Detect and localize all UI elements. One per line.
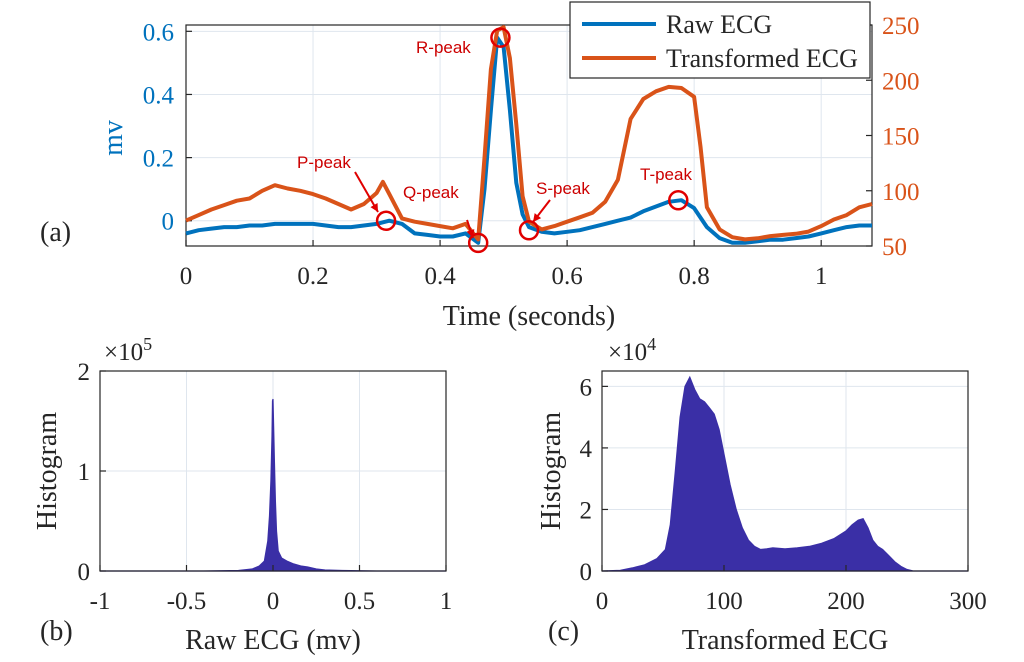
peak-arrowhead xyxy=(533,213,542,222)
x-tick-label: 0 xyxy=(267,588,280,615)
scale-base: ×10 xyxy=(608,339,647,366)
x-tick-label: 0 xyxy=(596,588,609,615)
scale-exponent: 5 xyxy=(143,334,152,354)
y-axis-title: Histogram xyxy=(32,412,63,530)
x-tick-label: 1 xyxy=(440,588,453,615)
peak-label: Q-peak xyxy=(403,183,459,202)
x-axis-title: Raw ECG (mv) xyxy=(185,625,361,656)
x-axis-title: Time (seconds) xyxy=(443,301,615,332)
y-tick-label: 0 xyxy=(78,559,91,586)
y-left-tick-label: 0.6 xyxy=(143,19,174,46)
peak-arrowhead xyxy=(466,229,475,238)
axis-scale-factor: ×104 xyxy=(608,334,656,366)
x-tick-label: 0.6 xyxy=(551,263,582,290)
legend-label: Raw ECG xyxy=(666,10,772,39)
legend-box xyxy=(569,1,871,79)
panel-label: (c) xyxy=(548,616,579,647)
panel-label: (a) xyxy=(40,217,71,248)
y-tick-label: 6 xyxy=(580,374,593,401)
y-tick-label: 1 xyxy=(78,459,91,486)
x-tick-label: 300 xyxy=(949,588,987,615)
legend: Raw ECG Transformed ECG xyxy=(569,1,871,79)
x-tick-label: 1 xyxy=(815,263,828,290)
legend-label: Transformed ECG xyxy=(666,44,858,73)
series-line-2 xyxy=(185,25,873,242)
x-tick-label: -1 xyxy=(90,588,111,615)
y-axis-title: Histogram xyxy=(536,412,567,530)
peak-label: S-peak xyxy=(536,179,590,198)
y-right-tick-label: 100 xyxy=(882,179,920,206)
peak-label: T-peak xyxy=(640,165,692,184)
scale-exponent: 4 xyxy=(647,334,656,354)
y-tick-label: 4 xyxy=(580,436,593,463)
panel-b: -1 -0.5 0 0.5 1 0 1 2 ×105 Raw ECG (mv) Histogram (… xyxy=(32,334,452,656)
peak-arrowhead xyxy=(370,203,378,212)
scale-base: ×10 xyxy=(104,339,143,366)
histogram-area xyxy=(601,375,968,572)
y-tick-label: 0 xyxy=(580,559,593,586)
y-left-tick-label: 0 xyxy=(162,209,175,236)
histogram-area xyxy=(100,398,446,572)
y-right-tick-label: 250 xyxy=(882,13,920,40)
axis-scale-factor: ×105 xyxy=(104,334,152,366)
x-tick-label: 200 xyxy=(827,588,865,615)
y-axis-title-left: mv xyxy=(98,120,129,156)
panel-a: 0 0.2 0.4 0.6 0.8 1 0 0.2 0.4 0.6 50 100 150 200 250 P-… xyxy=(40,1,920,332)
peak-marker xyxy=(467,232,489,254)
y-right-tick-label: 50 xyxy=(882,234,907,261)
x-tick-label: 100 xyxy=(705,588,743,615)
y-left-tick-label: 0.2 xyxy=(143,146,174,173)
x-tick-label: 0 xyxy=(180,263,193,290)
x-tick-label: 0.2 xyxy=(297,263,328,290)
y-left-tick-label: 0.4 xyxy=(143,82,175,109)
peak-marker xyxy=(518,219,540,241)
y-right-tick-label: 200 xyxy=(882,68,920,95)
peak-label: R-peak xyxy=(416,38,471,57)
y-right-tick-label: 150 xyxy=(882,124,920,151)
plot-frame xyxy=(601,370,969,572)
x-tick-label: 0.8 xyxy=(679,263,710,290)
peak-marker xyxy=(375,210,397,231)
y-tick-label: 2 xyxy=(78,359,91,386)
x-tick-label: -0.5 xyxy=(167,588,207,615)
x-tick-label: 0.4 xyxy=(424,263,456,290)
x-axis-title: Transformed ECG xyxy=(682,625,889,656)
x-tick-label: 0.5 xyxy=(344,588,375,615)
peak-marker xyxy=(668,189,689,211)
peak-marker xyxy=(490,27,511,48)
peak-label: P-peak xyxy=(297,153,351,172)
panel-label: (b) xyxy=(40,616,73,647)
y-tick-label: 2 xyxy=(580,497,593,524)
series-line-1 xyxy=(185,35,872,245)
